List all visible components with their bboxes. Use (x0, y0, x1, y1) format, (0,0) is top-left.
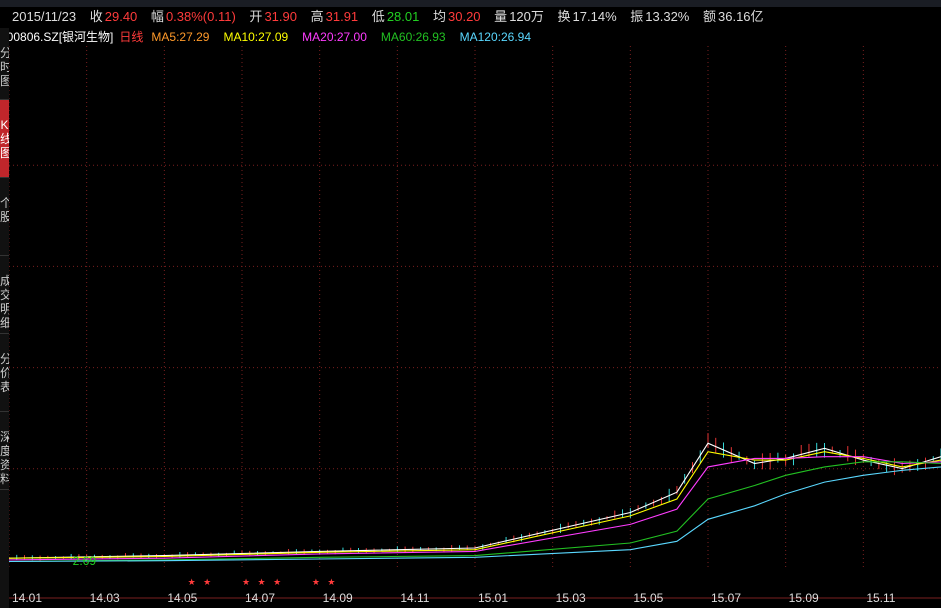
sidebar-item-2[interactable]: 个股 (0, 178, 9, 256)
series-ma5 (8, 442, 941, 559)
open-label: 开 (249, 9, 263, 24)
amplitude-label: 振 (630, 9, 644, 24)
ma-legend-bar: 000806.SZ[银河生物] 日线 MA5:27.29 MA10:27.09 MA20… (0, 28, 941, 46)
series-ma60 (8, 461, 941, 563)
ma5-legend: MA5:27.29 (151, 30, 210, 44)
low-label: 低 (371, 9, 385, 24)
x-tick-label: 15.03 (556, 591, 586, 605)
ma20-legend: MA20:27.00 (302, 30, 367, 44)
x-tick-label: 15.07 (711, 591, 741, 605)
series-ma20 (8, 456, 941, 561)
stock-name: [银河生物] (58, 30, 114, 44)
sidebar-item-1[interactable]: K线图 (0, 100, 9, 178)
x-tick-label: 14.09 (323, 591, 353, 605)
turnover-value: 17.14% (572, 9, 617, 24)
high-value: 31.91 (325, 9, 359, 24)
chart-background (0, 28, 941, 608)
low-price-label: 2.69 (73, 554, 97, 568)
avg-label: 均 (432, 9, 446, 24)
amount-label: 额 (702, 9, 716, 24)
avg-value: 30.20 (448, 9, 481, 24)
ma120-legend: MA120:26.94 (459, 30, 531, 44)
sidebar-item-0[interactable]: 分时图 (0, 28, 9, 100)
x-tick-label: 15.09 (789, 591, 819, 605)
x-tick-label: 14.07 (245, 591, 275, 605)
close-value: 29.40 (104, 9, 138, 24)
kline-chart[interactable]: 31.912.6914.0114.0314.0514.0714.0914.111… (0, 28, 941, 608)
series-ma120 (8, 466, 941, 563)
high-label: 高 (310, 9, 324, 24)
x-tick-label: 15.01 (478, 591, 508, 605)
x-tick-label: 14.03 (90, 591, 120, 605)
quote-date: 2015/11/23 (12, 9, 77, 24)
ma10-legend: MA10:27.09 (223, 30, 289, 44)
signal-star: ★ (203, 578, 211, 588)
close-label: 收 (89, 9, 103, 24)
stock-code: 000806.SZ (0, 30, 59, 44)
signal-star: ★ (242, 578, 250, 588)
x-tick-label: 15.11 (866, 591, 895, 605)
signal-star: ★ (188, 578, 196, 588)
open-value: 31.90 (264, 9, 297, 24)
amplitude-value: 13.32% (645, 9, 690, 24)
signal-star: ★ (327, 578, 335, 588)
series-ma10 (8, 451, 941, 559)
volume-value: 120万 (509, 9, 544, 24)
period-tabs: 分时多日1分5分15分30分60分日周月更多 (0, 0, 941, 7)
x-tick-label: 14.05 (167, 591, 197, 605)
x-tick-label: 14.01 (12, 591, 42, 605)
signal-star: ★ (312, 578, 320, 588)
signal-star: ★ (273, 578, 281, 588)
signal-star: ★ (258, 578, 266, 588)
sidebar-item-4[interactable]: 分价表 (0, 334, 9, 412)
amount-value: 36.16亿 (718, 9, 764, 24)
period-label: 日线 (119, 30, 144, 44)
ma60-legend: MA60:26.93 (380, 30, 446, 44)
left-sidebar: 分时图K线图个股成交明细分价表深度资料 (0, 28, 9, 608)
sidebar-item-5[interactable]: 深度资料 (0, 412, 9, 490)
sidebar-item-3[interactable]: 成交明细 (0, 256, 9, 334)
change-value: 0.38%(0.11) (165, 9, 236, 24)
x-tick-label: 14.11 (400, 591, 429, 605)
volume-label: 量 (494, 9, 508, 24)
turnover-label: 换 (557, 9, 571, 24)
low-value: 28.01 (386, 9, 420, 24)
change-label: 幅 (150, 9, 164, 24)
x-tick-label: 15.05 (633, 591, 663, 605)
